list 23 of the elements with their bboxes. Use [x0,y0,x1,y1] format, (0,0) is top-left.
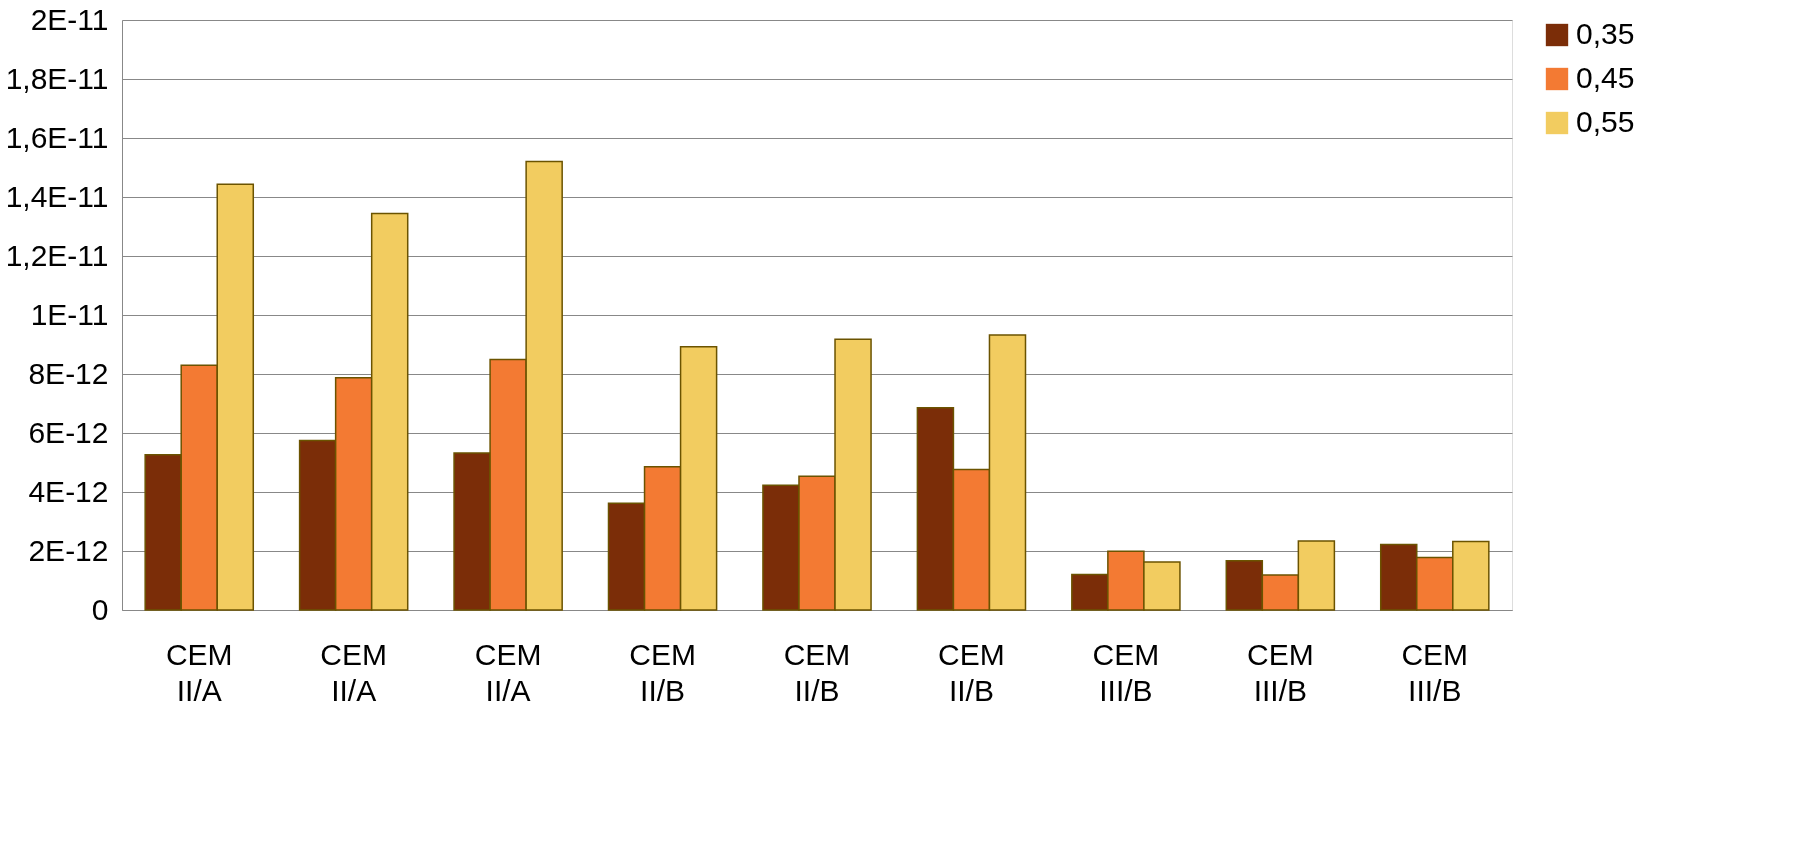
legend-label: 0,35 [1576,17,1635,50]
y-tick-label: 1,4E-11 [5,179,109,213]
x-tick-label: CEM II/B [629,637,696,707]
x-tick-label: CEM III/B [1247,637,1314,707]
y-tick-label: 2E-12 [28,533,109,567]
y-tick-label: 2E-11 [30,2,109,36]
y-tick-label: 0 [91,592,109,626]
x-tick-label: CEM II/A [165,637,233,707]
x-tick-label: CEM II/A [474,637,542,707]
x-tick-label: CEM III/B [1401,637,1469,707]
y-tick-label: 6E-12 [28,415,109,449]
y-tick-label: 1,2E-11 [5,238,109,272]
y-tick-label: 8E-12 [28,356,109,390]
legend-label: 0,55 [1576,105,1635,138]
y-tick-label: 4E-12 [28,474,109,508]
x-tick-label: CEM II/B [783,637,851,707]
x-tick-label: CEM II/A [320,637,387,707]
legend-label: 0,45 [1576,61,1635,94]
x-tick-label: CEM II/B [938,637,1005,707]
x-tick-label: CEM III/B [1092,637,1160,707]
y-tick-label: 1,8E-11 [5,61,109,95]
y-tick-label: 1E-11 [30,297,109,331]
y-tick-label: 1,6E-11 [5,120,109,154]
